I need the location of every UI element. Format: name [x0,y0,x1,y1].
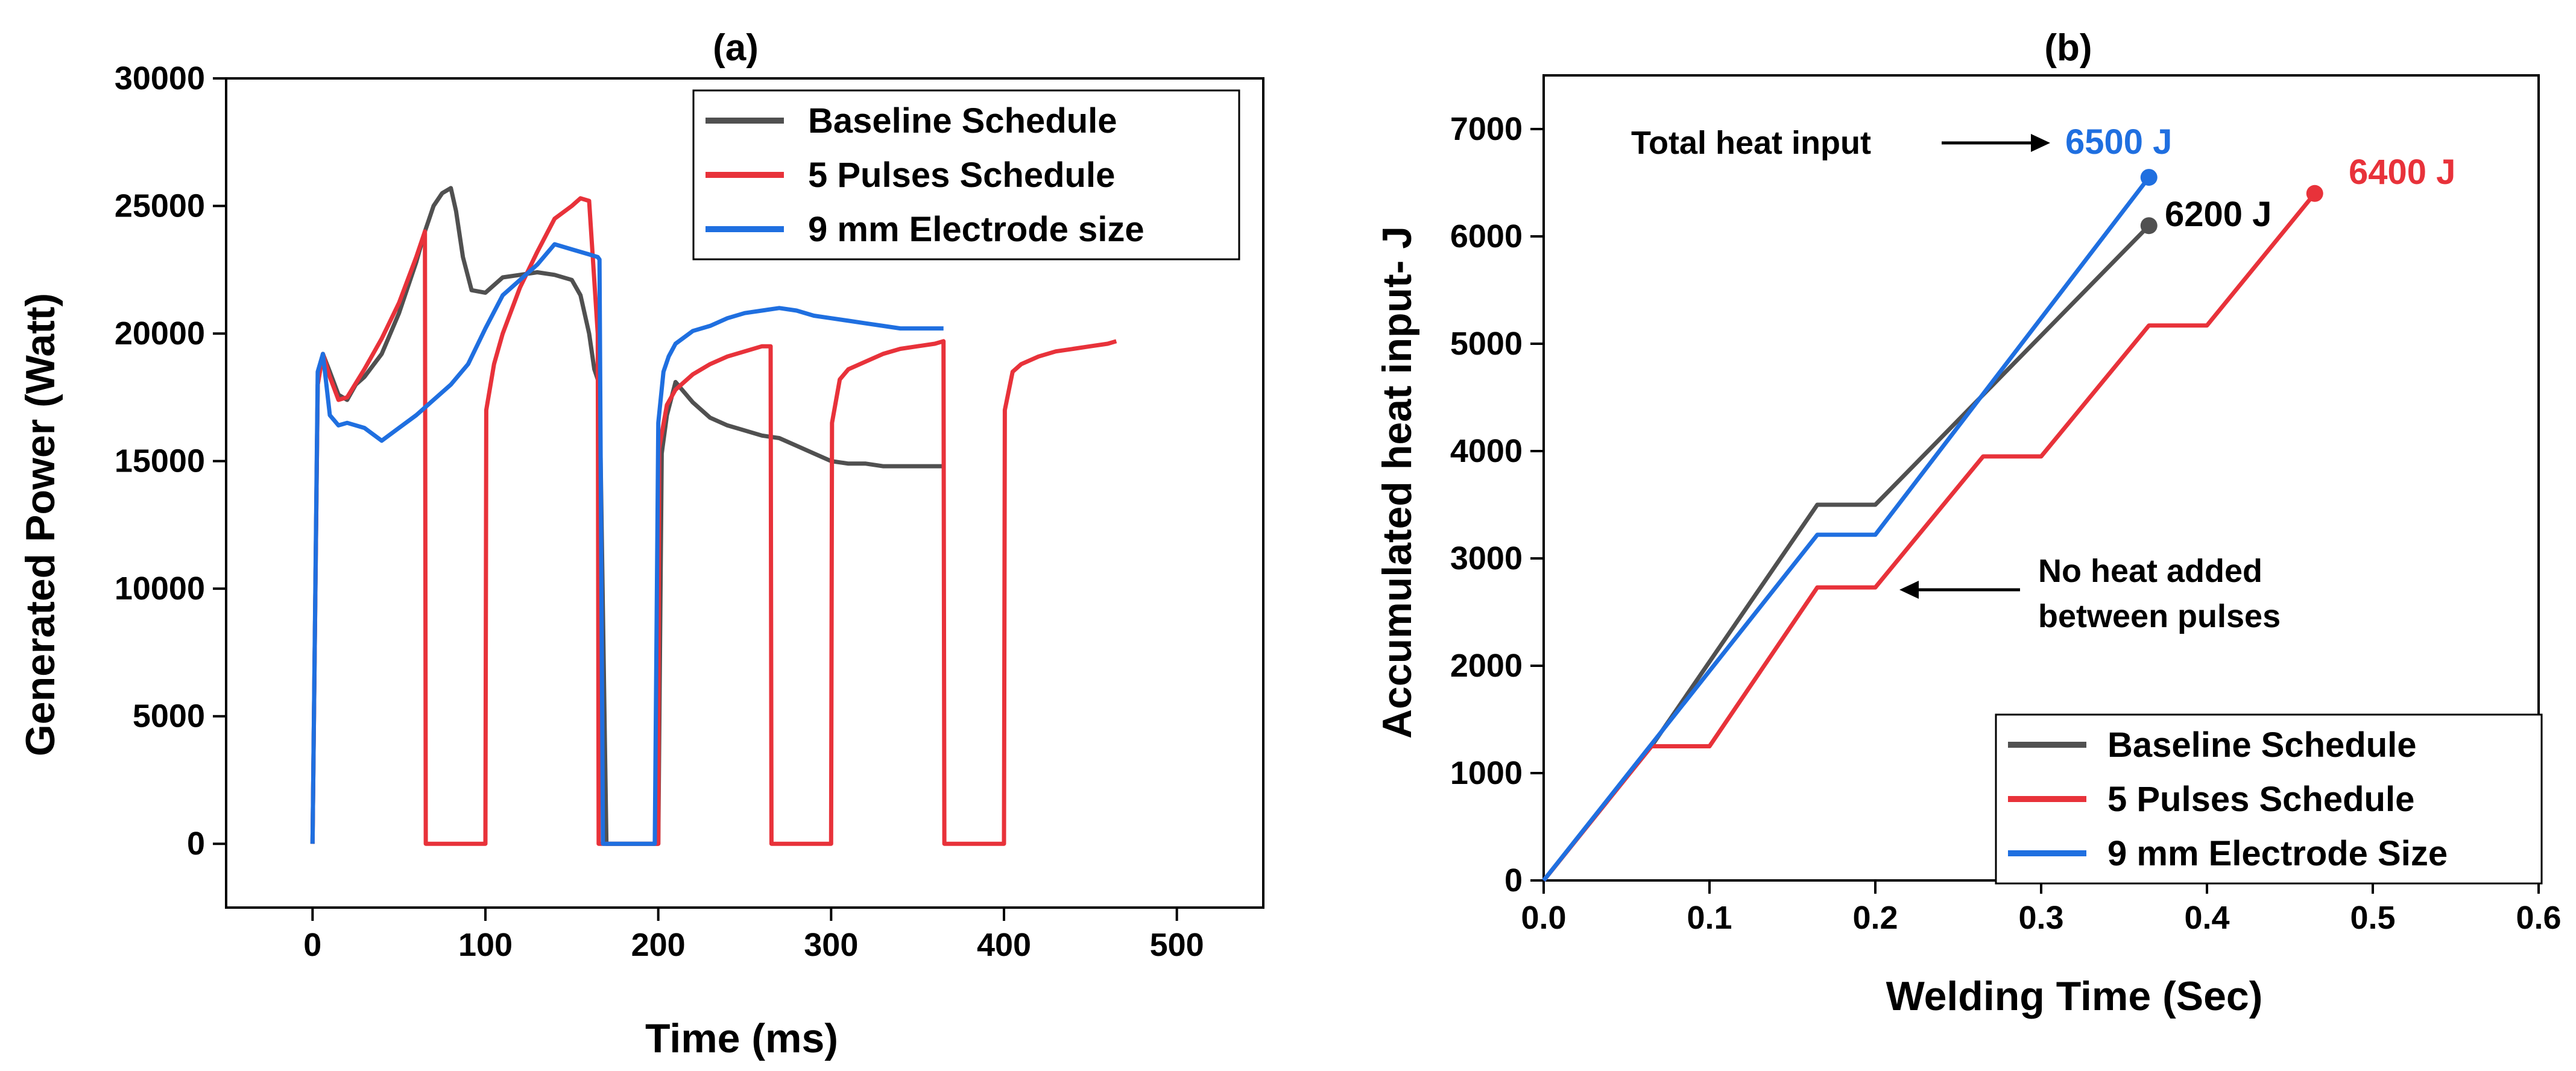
series-end-marker-0 [2140,217,2158,235]
legend-label-9mm: 9 mm Electrode Size [2107,834,2448,873]
axis-ticks: 0.0 0.1 0.2 0.3 0.4 0.5 0.6 0 1000 2000 3000 4000 50… [1450,111,2562,936]
legend-label-9mm: 9 mm Electrode size [808,210,1144,249]
panel-label-b: (b) [2044,27,2092,69]
annotations: Total heat input 6500 J 6200 J 6400 J No… [1631,122,2455,634]
total-label-6400: 6400 J [2349,153,2455,192]
legend: Baseline Schedule 5 Pulses Schedule 9 mm… [692,89,1240,261]
plot-area [225,77,1264,909]
legend-label-baseline: Baseline Schedule [2107,725,2417,765]
power-chart: (a) 0 100 200 300 400 50005000100001500020000… [17,27,1264,1061]
y-tick-label: 0 [1504,862,1523,899]
legend-box [692,89,1240,261]
y-tick-label: 30000 [115,60,205,96]
y-tick-label: 0 [187,826,205,862]
x-tick-label: 0.1 [1687,900,1732,936]
series-lines [310,186,1117,846]
series-lines [1542,169,2323,882]
x-tick-label: 100 [458,927,513,963]
x-tick-label: 0.3 [2018,900,2063,936]
x-tick-label: 400 [977,927,1031,963]
x-tick-label: 0.2 [1852,900,1898,936]
x-tick-label: 0.4 [2184,900,2229,936]
total-heat-input-label: Total heat input [1631,125,1871,161]
x-tick-label: 0.6 [2516,900,2561,936]
total-heat-arrow-head [2031,134,2050,152]
y-tick-label: 3000 [1450,540,1523,577]
x-tick-label: 0.0 [1521,900,1566,936]
legend: Baseline Schedule 5 Pulses Schedule 9 mm… [1995,713,2543,885]
no-heat-label-line2: between pulses [2038,598,2281,634]
y-tick-label: 5000 [133,698,205,735]
panel-label-a: (a) [713,27,759,69]
x-axis-title: Time (ms) [645,1016,838,1061]
y-tick-label: 1000 [1450,755,1523,791]
y-tick-label: 15000 [115,443,205,479]
no-heat-label-line1: No heat added [2038,553,2262,589]
x-tick-label: 0.5 [2350,900,2395,936]
y-tick-label: 10000 [115,570,205,607]
legend-label-5-pulses: 5 Pulses Schedule [808,156,1115,195]
series-line-2 [1542,175,2151,882]
heat-input-chart: (b) 0.0 0.1 0.2 0.3 0.4 0.5 0.6 0 1000 2000 3000 40… [1374,27,2562,1019]
y-tick-label: 2000 [1450,648,1523,684]
y-tick-label: 6000 [1450,218,1523,254]
series-line-2 [310,242,944,846]
y-axis-title: Generated Power (Watt) [17,293,63,756]
y-tick-label: 20000 [115,315,205,352]
total-label-6500: 6500 J [2065,122,2172,162]
series-line-1 [1542,192,2317,882]
legend-label-baseline: Baseline Schedule [808,101,1117,141]
no-heat-arrow-head [1899,581,1919,599]
chart-panel-a: (a) 0 100 200 300 400 500 0 5000 10000 15000 20000… [0,0,1278,1071]
chart-panel-b: (b) 0.0 0.1 0.2 0.3 0.4 0.5 0.6 0 1000 2000 3000 40… [1327,0,2576,1071]
y-tick-label: 4000 [1450,433,1523,469]
y-tick-label: 25000 [115,188,205,224]
y-axis-title: Accumulated heat input- J [1374,226,1420,739]
series-line-1 [310,196,1117,846]
x-tick-label: 200 [631,927,686,963]
series-line-0 [310,186,944,846]
x-tick-label: 0 [303,927,321,963]
axes-frame [225,77,1264,909]
legend-box [1995,713,2543,885]
y-tick-label: 7000 [1450,111,1523,147]
series-end-marker-1 [2306,185,2323,202]
x-axis-title: Welding Time (Sec) [1886,973,2263,1019]
legend-label-5-pulses: 5 Pulses Schedule [2107,780,2414,819]
total-label-6200: 6200 J [2165,195,2271,234]
axis-ticks: 0 100 200 300 400 500050001000015000200002500… [115,60,1204,963]
y-tick-label: 5000 [1450,326,1523,362]
x-tick-label: 500 [1150,927,1204,963]
x-tick-label: 300 [804,927,858,963]
series-end-marker-2 [2140,169,2158,186]
